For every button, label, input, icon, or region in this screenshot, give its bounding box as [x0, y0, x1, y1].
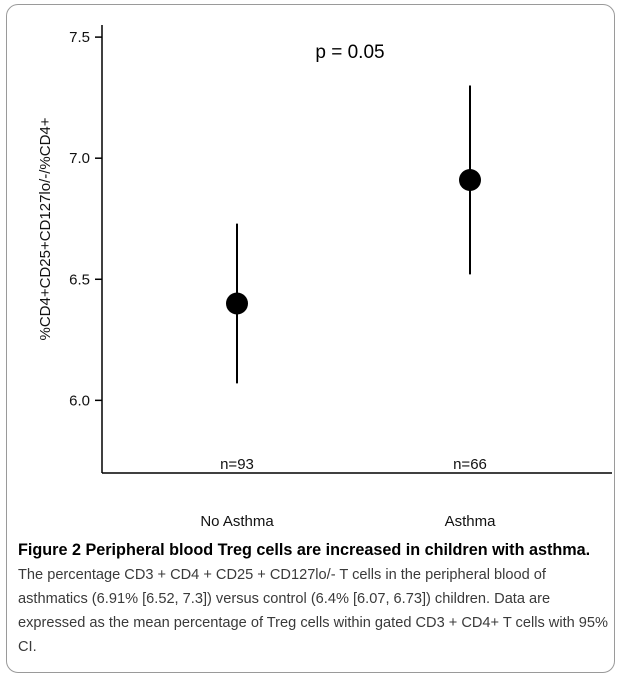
sample-size-label: n=66: [453, 456, 487, 473]
y-axis-label: %CD4+CD25+CD127lo/-/%CD4+: [37, 117, 54, 340]
x-tick-labels: No Asthma Asthma: [200, 513, 496, 530]
y-tick-label: 6.5: [69, 271, 90, 288]
y-tick-label: 7.0: [69, 150, 90, 167]
p-value-annotation: p = 0.05: [315, 42, 384, 63]
y-tick-label: 7.5: [69, 29, 90, 46]
x-tick-label: No Asthma: [200, 513, 274, 530]
x-tick-label: Asthma: [445, 513, 497, 530]
y-tick-label: 6.0: [69, 392, 90, 409]
mean-point: [226, 292, 248, 315]
caption-body: The percentage CD3 + CD4 + CD25 + CD127l…: [18, 567, 609, 655]
axes: [101, 25, 612, 474]
chart: 6.0 6.5 7.0 7.5 %CD4+CD25+CD127lo/-/%CD4+ p…: [37, 25, 612, 530]
sample-size-label: n=93: [220, 456, 254, 473]
figure-frame: [6, 4, 615, 673]
mean-point: [459, 168, 481, 191]
figure-caption: Figure 2 Peripheral blood Treg cells are…: [18, 538, 610, 659]
y-ticks: 6.0 6.5 7.0 7.5: [69, 29, 102, 409]
data-marks: n=93 n=66: [220, 85, 487, 473]
caption-title: Figure 2 Peripheral blood Treg cells are…: [18, 541, 591, 559]
